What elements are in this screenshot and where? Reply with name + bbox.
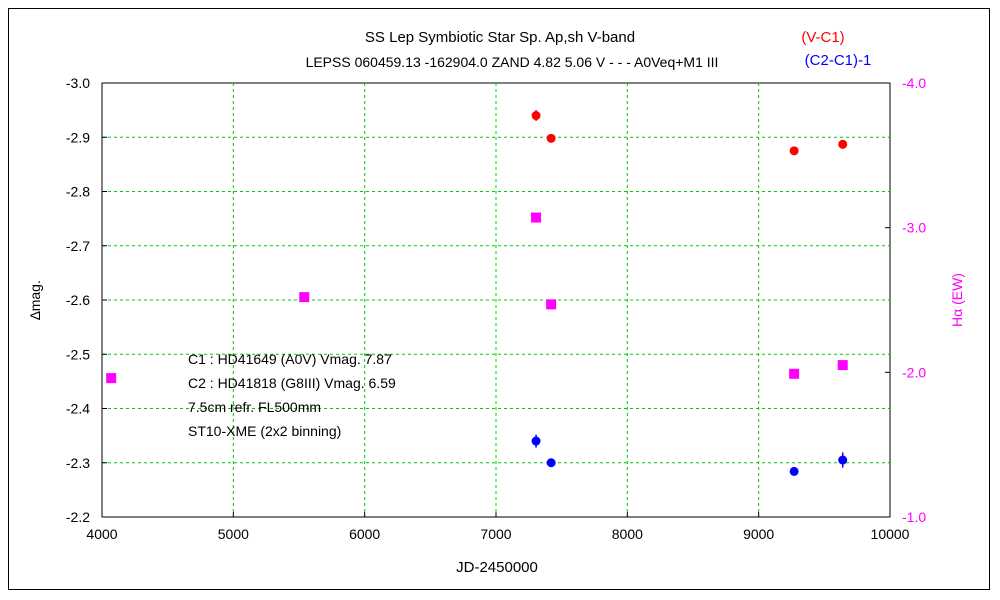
y-tick-label: -3.0 bbox=[66, 75, 90, 91]
point-c2-c1-1 bbox=[546, 458, 556, 468]
chart-frame bbox=[8, 8, 990, 590]
point-h-ew bbox=[299, 292, 310, 303]
x-axis-label: JD-2450000 bbox=[456, 559, 538, 576]
x-tick-label: 9000 bbox=[743, 526, 774, 542]
point-h-ew bbox=[106, 373, 117, 384]
point-h-ew bbox=[531, 212, 542, 223]
point-v-c1 bbox=[789, 146, 799, 156]
point-v-c1 bbox=[531, 111, 541, 121]
y2-tick-label: -4.0 bbox=[902, 75, 926, 91]
point-c2-c1-1 bbox=[838, 455, 848, 465]
y2-tick-label: -2.0 bbox=[902, 364, 926, 380]
point-c2-c1-1 bbox=[789, 466, 799, 476]
y2-tick-label: -3.0 bbox=[902, 220, 926, 236]
chart-subtitle: LEPSS 060459.13 -162904.0 ZAND 4.82 5.06… bbox=[306, 54, 719, 70]
point-v-c1 bbox=[546, 133, 556, 143]
y-tick-label: -2.3 bbox=[66, 455, 90, 471]
chart-title: SS Lep Symbiotic Star Sp. Ap,sh V-band bbox=[365, 29, 635, 46]
y-tick-label: -2.7 bbox=[66, 238, 90, 254]
annotation-telescope: 7.5cm refr. FL500mm bbox=[188, 399, 321, 415]
x-tick-label: 5000 bbox=[218, 526, 249, 542]
point-h-ew bbox=[546, 299, 557, 310]
point-h-ew bbox=[837, 360, 848, 371]
point-h-ew bbox=[789, 368, 800, 379]
y-axis-label: ∆mag. bbox=[27, 280, 43, 320]
x-tick-label: 6000 bbox=[349, 526, 380, 542]
x-tick-label: 10000 bbox=[871, 526, 910, 542]
x-tick-label: 4000 bbox=[86, 526, 117, 542]
legend-entry-c2-c1: (C2-C1)-1 bbox=[805, 52, 872, 69]
y-tick-label: -2.6 bbox=[66, 292, 90, 308]
x-tick-label: 7000 bbox=[480, 526, 511, 542]
annotation-block: C1 : HD41649 (A0V) Vmag. 7.87 C2 : HD418… bbox=[188, 351, 396, 439]
y-tick-label: -2.2 bbox=[66, 509, 90, 525]
annotation-c1: C1 : HD41649 (A0V) Vmag. 7.87 bbox=[188, 351, 392, 367]
data-marks bbox=[106, 110, 848, 476]
y-tick-label: -2.9 bbox=[66, 129, 90, 145]
point-c2-c1-1 bbox=[531, 436, 541, 446]
y2-axis-label: Hα (EW) bbox=[949, 273, 965, 327]
annotation-camera: ST10-XME (2x2 binning) bbox=[188, 423, 341, 439]
y-tick-label: -2.8 bbox=[66, 184, 90, 200]
grid bbox=[102, 83, 890, 517]
annotation-c2: C2 : HD41818 (G8III) Vmag. 6.59 bbox=[188, 375, 396, 391]
y-tick-label: -2.4 bbox=[66, 401, 90, 417]
legend-entry-v-c1: (V-C1) bbox=[801, 29, 844, 46]
point-v-c1 bbox=[838, 139, 848, 149]
axes: 4000 5000 6000 7000 8000 9000 10000 -3.0 -2.9 -2.… bbox=[66, 75, 926, 542]
x-tick-label: 8000 bbox=[612, 526, 643, 542]
y2-tick-label: -1.0 bbox=[902, 509, 926, 525]
y-tick-label: -2.5 bbox=[66, 346, 90, 362]
